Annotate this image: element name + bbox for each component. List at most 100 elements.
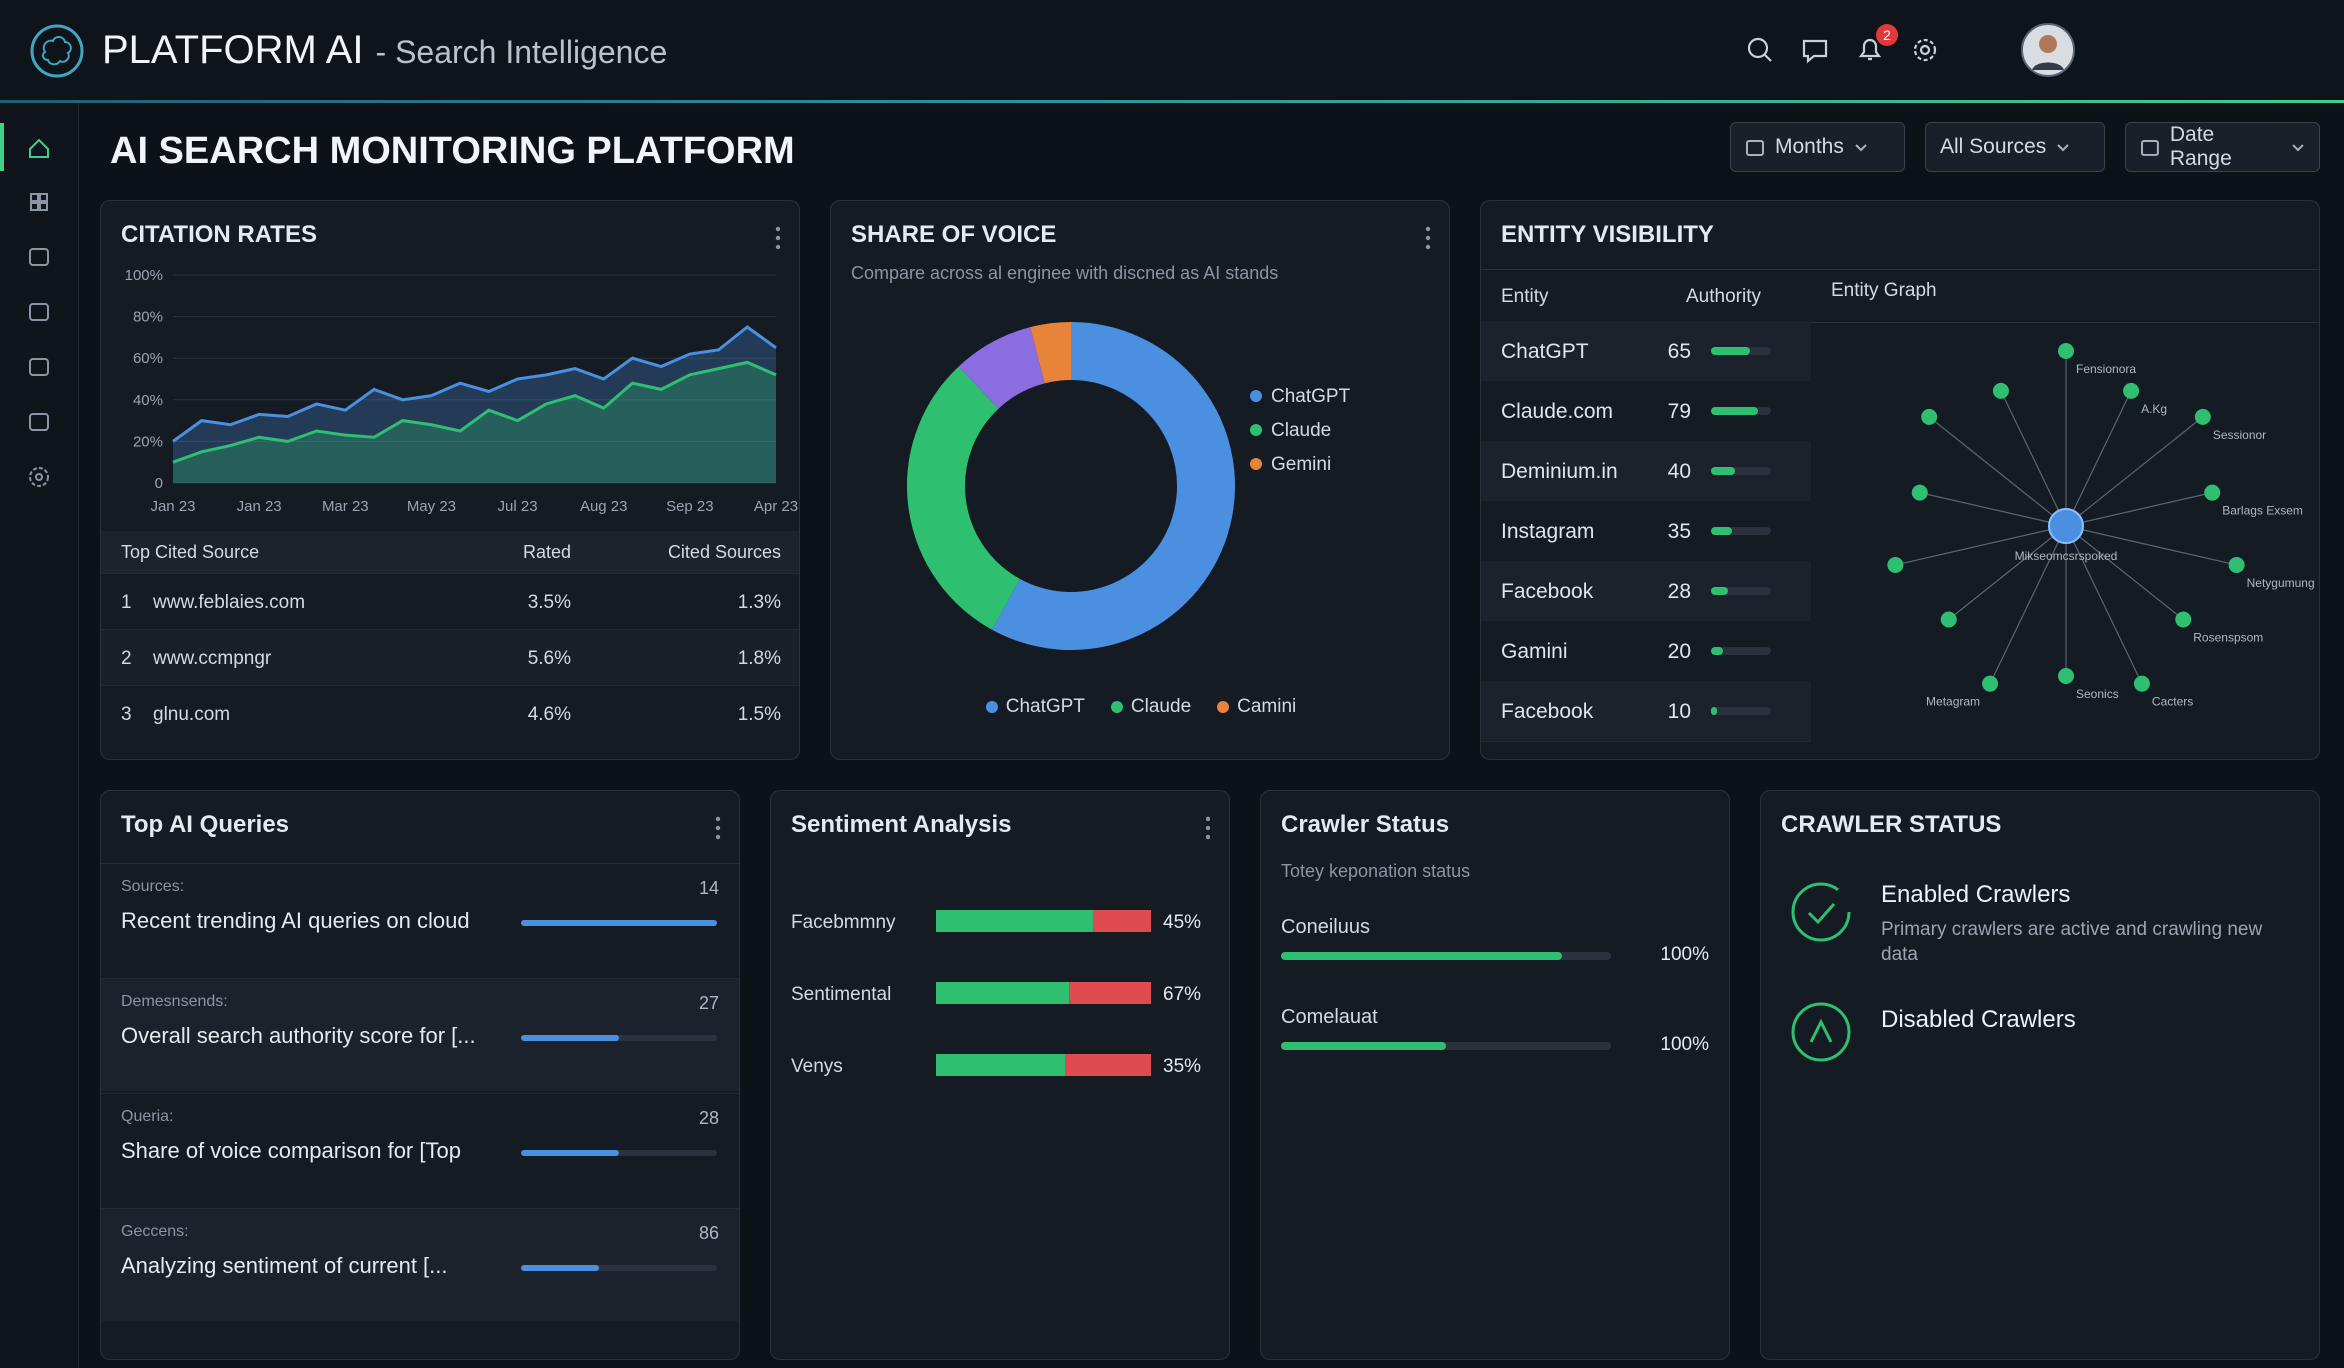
brand-name: PLATFORM AI (102, 28, 364, 72)
disabled-icon (1791, 1002, 1851, 1062)
cal-body (2140, 140, 2159, 156)
x-tick-label: May 23 (407, 498, 456, 515)
nav-docs[interactable] (29, 413, 49, 431)
icon-check (1807, 903, 1836, 925)
graph-center (2048, 508, 2084, 544)
nav-home[interactable] (29, 138, 49, 158)
avatar-body (2032, 62, 2064, 70)
column-header: Entity (1501, 286, 1549, 307)
graph-node (2175, 611, 2192, 628)
icon-mark (1809, 1018, 1833, 1043)
table-row: 1 www.feblaies.com 3.5% 1.3% (101, 573, 799, 630)
progress-track (1281, 1042, 1611, 1050)
query-count: 28 (698, 1108, 719, 1128)
grid-cell (30, 202, 39, 211)
graph-node-label: Netygumung (2247, 576, 2315, 590)
gear-inner (1919, 44, 1931, 56)
graph-node-label: A.Kg (2141, 402, 2167, 416)
more-menu[interactable] (713, 815, 723, 841)
bar-track (1711, 527, 1771, 535)
x-tick-label: Apr 23 (754, 498, 798, 515)
nav-monitor[interactable] (29, 358, 49, 376)
sentiment-value: 67% (1163, 984, 1201, 1005)
authority-bar (1711, 707, 1717, 715)
nav-grid[interactable] (30, 193, 48, 211)
authority-value: 20 (1667, 640, 1691, 663)
chevron (2057, 144, 2069, 152)
cited-value: 1.5% (737, 704, 781, 725)
row-rank: 2 (121, 648, 132, 669)
progress-track (521, 1150, 717, 1156)
nav-reports[interactable] (29, 303, 49, 321)
citation-rates-panel: CITATION RATES 0 20% 40% 60% 80% 100% Jan 23 Jan… (100, 200, 800, 760)
menu-dot (715, 816, 721, 822)
rated-value: 4.6% (527, 704, 571, 725)
query-text: Analyzing sentiment of current [... (121, 1253, 448, 1278)
gear-hub (35, 473, 43, 481)
graph-edge (1928, 416, 2067, 527)
avatar-head (2039, 35, 2057, 53)
filter-button[interactable]: All Sources (1925, 122, 2105, 172)
chevron (1855, 144, 1867, 152)
chat-icon[interactable] (1802, 39, 1828, 64)
logo-icon (30, 24, 84, 78)
filter-button[interactable]: Months (1730, 122, 1905, 172)
positive-bar (936, 910, 1093, 932)
graph-edge (2000, 390, 2067, 527)
entity-visibility-panel: ENTITY VISIBILITY Entity Authority Entity G… (1480, 200, 2320, 760)
graph-node-label: Cacters (2152, 695, 2193, 709)
nav-users[interactable] (29, 248, 49, 266)
nav-box (29, 248, 49, 266)
more-menu[interactable] (1203, 815, 1213, 841)
y-tick-label: 20% (133, 433, 163, 450)
authority-value: 35 (1667, 520, 1691, 543)
filter-button[interactable]: Date Range (2125, 122, 2320, 172)
column-header: Cited Sources (667, 542, 781, 562)
more-menu[interactable] (1423, 225, 1433, 251)
sidebar (0, 103, 79, 1368)
menu-dot (715, 834, 721, 840)
y-tick-label: 0 (155, 475, 163, 492)
brand-subtitle: - Search Intelligence (375, 34, 668, 70)
legend-label: Gemini (1271, 454, 1331, 475)
sentiment-chart: Facebmmny 45% Sentimental 67% Venys 35% (791, 910, 1201, 1077)
chevron-icon (2057, 144, 2069, 152)
panel-subtitle: Compare across al enginee with discned a… (851, 263, 1279, 283)
positive-bar (936, 1054, 1065, 1076)
bar-track (1711, 587, 1771, 595)
sentiment-analysis-panel: Sentiment Analysis Facebmmny 45% Sentimenta… (770, 790, 1230, 1360)
panel-title: Sentiment Analysis (791, 811, 1012, 838)
query-count: 27 (698, 993, 719, 1013)
entity-name: ChatGPT (1501, 340, 1589, 363)
authority-bar (1711, 347, 1750, 355)
more-menu[interactable] (773, 225, 783, 251)
panel-subtitle: Totey keponation status (1281, 861, 1471, 881)
table-row: 3 glnu.com 4.6% 1.5% (101, 685, 799, 742)
legend-item: Claude (1110, 696, 1191, 718)
legend-label: Claude (1271, 420, 1331, 441)
settings-icon[interactable] (1913, 38, 1937, 62)
notifications-icon[interactable] (1858, 38, 1882, 61)
authority-value: 40 (1667, 460, 1691, 483)
positive-bar (936, 982, 1070, 1004)
graph-edge (1895, 525, 2067, 566)
crawler-progress (1281, 1042, 1446, 1050)
y-tick-label: 60% (133, 350, 163, 367)
panel-title: Crawler Status (1281, 811, 1450, 838)
logo-ring (30, 24, 84, 78)
header-accent (0, 100, 2344, 103)
sentiment-value: 35% (1163, 1056, 1201, 1077)
user-avatar[interactable] (2020, 22, 2076, 78)
search-icon[interactable] (1747, 37, 1772, 62)
series-area (173, 327, 776, 483)
column-header: Rated (522, 542, 571, 562)
item-title: Enabled Crawlers (1881, 881, 2071, 908)
graph-node (1940, 611, 1957, 628)
graph-node-label: Metagram (1926, 695, 1980, 709)
menu-dot (775, 244, 781, 250)
icon-ring (1791, 1002, 1851, 1062)
notification-count: 2 (1883, 27, 1891, 43)
source-url: glnu.com (153, 704, 231, 725)
nav-settings[interactable] (29, 467, 49, 487)
filter-label: Date Range (2169, 123, 2232, 170)
